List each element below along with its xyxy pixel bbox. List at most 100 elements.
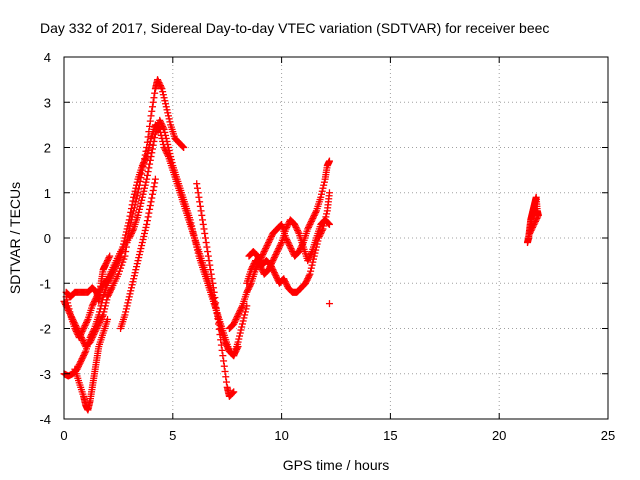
data-point bbox=[236, 329, 244, 337]
data-point bbox=[245, 284, 253, 292]
data-point bbox=[128, 281, 136, 289]
data-point bbox=[129, 197, 137, 205]
data-point bbox=[134, 257, 142, 265]
data-point bbox=[236, 308, 244, 316]
data-point bbox=[262, 245, 270, 253]
x-axis-label: GPS time / hours bbox=[283, 457, 390, 473]
y-tick-label: 0 bbox=[44, 231, 51, 246]
data-point bbox=[193, 184, 201, 192]
data-point bbox=[141, 226, 149, 234]
data-point bbox=[104, 315, 112, 323]
data-point bbox=[313, 240, 321, 248]
data-point bbox=[82, 320, 90, 328]
data-point bbox=[78, 328, 86, 336]
x-tick-label: 0 bbox=[60, 428, 67, 443]
data-point bbox=[215, 325, 223, 333]
data-point bbox=[141, 157, 149, 165]
data-point bbox=[146, 205, 154, 213]
data-point bbox=[309, 258, 317, 266]
data-point bbox=[163, 106, 171, 114]
data-point bbox=[230, 388, 238, 396]
data-point bbox=[243, 288, 251, 296]
data-point bbox=[126, 290, 134, 298]
x-tick-label: 25 bbox=[601, 428, 615, 443]
data-point bbox=[212, 299, 220, 307]
data-point bbox=[286, 243, 294, 251]
data-point bbox=[325, 220, 333, 228]
data-point bbox=[123, 302, 131, 310]
data-point bbox=[254, 252, 262, 260]
data-point bbox=[221, 338, 229, 346]
data-point bbox=[81, 321, 89, 329]
data-point bbox=[211, 300, 219, 308]
data-point bbox=[305, 254, 313, 262]
data-point bbox=[239, 317, 247, 325]
data-point bbox=[198, 211, 206, 219]
data-point bbox=[276, 242, 284, 250]
data-point bbox=[235, 335, 243, 343]
data-point bbox=[283, 237, 291, 245]
data-point bbox=[130, 190, 138, 198]
data-point bbox=[318, 226, 326, 234]
data-point bbox=[90, 326, 98, 334]
data-point bbox=[76, 332, 84, 340]
data-point bbox=[158, 85, 166, 93]
data-point bbox=[304, 225, 312, 233]
data-point bbox=[281, 278, 289, 286]
data-point bbox=[146, 202, 154, 210]
data-point bbox=[320, 222, 328, 230]
data-point bbox=[195, 193, 203, 201]
data-point bbox=[302, 278, 310, 286]
data-point bbox=[216, 331, 224, 339]
data-point bbox=[320, 219, 328, 227]
data-point bbox=[137, 245, 145, 253]
y-tick-label: -4 bbox=[39, 412, 51, 427]
data-point bbox=[164, 109, 172, 117]
data-point bbox=[228, 389, 236, 397]
data-point bbox=[146, 160, 154, 168]
data-point bbox=[307, 219, 315, 227]
data-point bbox=[208, 275, 216, 283]
data-point bbox=[141, 181, 149, 189]
data-point bbox=[156, 80, 164, 88]
data-point bbox=[233, 344, 241, 352]
data-point bbox=[138, 162, 146, 170]
data-point bbox=[230, 352, 238, 360]
data-point bbox=[220, 357, 228, 365]
data-point bbox=[80, 323, 88, 331]
data-point bbox=[236, 332, 244, 340]
data-point bbox=[309, 214, 317, 222]
data-point bbox=[121, 311, 129, 319]
data-point bbox=[150, 183, 158, 191]
data-point bbox=[270, 255, 278, 263]
data-point bbox=[126, 212, 134, 220]
data-point bbox=[230, 320, 238, 328]
data-point bbox=[131, 269, 139, 277]
data-point bbox=[275, 245, 283, 253]
data-point bbox=[75, 361, 83, 369]
data-point bbox=[127, 287, 135, 295]
data-point bbox=[156, 82, 164, 90]
data-point bbox=[189, 228, 197, 236]
data-point bbox=[287, 245, 295, 253]
data-point bbox=[128, 228, 136, 236]
data-point bbox=[78, 355, 86, 363]
data-point bbox=[166, 150, 174, 158]
data-point bbox=[88, 302, 96, 310]
data-point bbox=[215, 318, 223, 326]
data-point bbox=[145, 144, 153, 151]
data-point bbox=[273, 275, 281, 283]
data-point bbox=[88, 329, 96, 337]
data-point bbox=[165, 147, 173, 155]
data-point bbox=[142, 178, 150, 186]
data-point bbox=[214, 320, 222, 328]
data-point bbox=[272, 272, 280, 280]
data-point bbox=[534, 211, 542, 219]
data-point bbox=[254, 254, 262, 262]
data-point bbox=[104, 257, 112, 265]
data-point bbox=[90, 299, 98, 307]
data-point bbox=[238, 323, 246, 331]
data-point bbox=[143, 175, 151, 183]
data-point bbox=[147, 198, 155, 206]
data-point bbox=[151, 175, 159, 183]
